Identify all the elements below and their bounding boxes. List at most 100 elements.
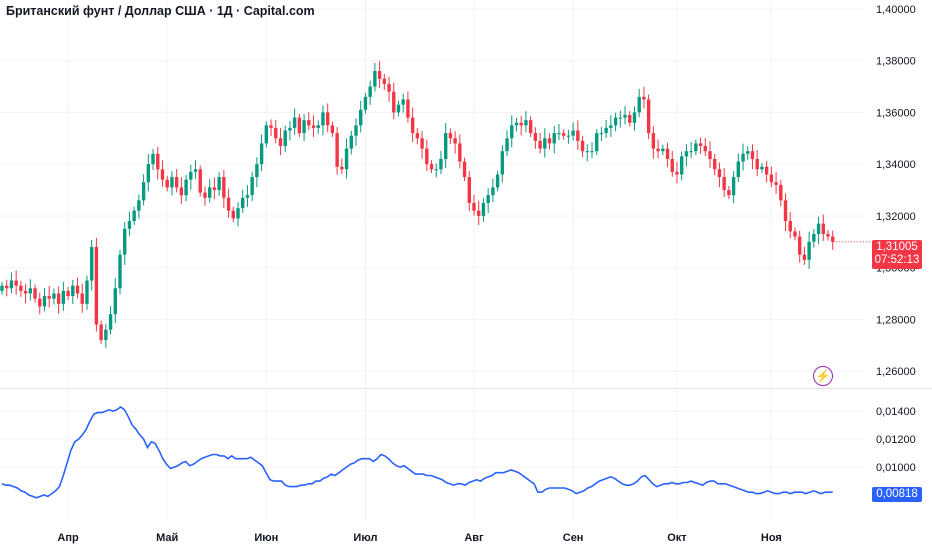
candle <box>137 194 141 219</box>
candle <box>543 128 547 158</box>
candle-body <box>727 190 731 196</box>
candle-body <box>613 117 618 126</box>
candle <box>179 177 184 205</box>
candle-body <box>0 285 4 291</box>
candle-body <box>38 298 42 307</box>
candle-body <box>519 122 523 126</box>
candle <box>510 115 514 148</box>
chart-title: Британский фунт / Доллар США · 1Д · Capi… <box>6 4 315 18</box>
candle-body <box>802 254 807 260</box>
candle-body <box>89 246 94 281</box>
candle-body <box>269 125 273 128</box>
candle <box>255 157 259 188</box>
candle-body <box>779 184 783 201</box>
candle-body <box>623 114 627 118</box>
time-tick-label: Май <box>156 532 178 544</box>
candle <box>23 283 28 304</box>
candle-body <box>368 86 372 97</box>
candle <box>363 93 368 114</box>
grid <box>0 0 932 520</box>
candle <box>420 131 424 159</box>
candle-body <box>510 125 514 139</box>
candle-body <box>552 133 556 144</box>
candle <box>335 127 339 175</box>
candle-body <box>557 133 561 135</box>
candle-body <box>47 296 51 299</box>
candle <box>165 175 169 192</box>
candle <box>538 132 542 154</box>
candle <box>9 272 14 294</box>
candle <box>713 154 717 176</box>
candle <box>689 142 693 159</box>
candle <box>47 285 51 308</box>
candle <box>89 239 94 291</box>
candle-body <box>387 83 391 92</box>
candle-body <box>566 135 571 137</box>
candle <box>269 119 273 136</box>
candle <box>764 160 769 183</box>
time-tick-label: Ноя <box>761 532 782 544</box>
candle-body <box>231 210 235 219</box>
candle-body <box>656 148 660 152</box>
candle <box>528 116 533 137</box>
candle-body <box>250 177 254 196</box>
candle-body <box>217 177 221 190</box>
candle-body <box>760 166 764 170</box>
candle <box>217 172 221 196</box>
candle <box>642 86 646 109</box>
candle <box>585 144 589 162</box>
candle <box>392 82 396 120</box>
candle-body <box>71 285 75 297</box>
candle-body <box>788 221 792 232</box>
candle-body <box>5 285 9 289</box>
candle-body <box>439 158 443 170</box>
candle-body <box>226 197 231 211</box>
candle <box>802 246 807 265</box>
candle <box>226 188 231 218</box>
indicator-axis[interactable]: 0,01400 0,01200 0,01000 <box>876 406 916 474</box>
candle <box>415 128 420 145</box>
candle <box>736 153 741 182</box>
candle-body <box>571 130 575 136</box>
time-axis[interactable]: Апр Май Июн Июл Авг Сен Окт Ноя <box>57 532 781 544</box>
candle <box>458 134 462 169</box>
candle <box>505 130 509 157</box>
candle <box>212 177 217 200</box>
candle-body <box>363 96 368 110</box>
candle-body <box>123 228 127 255</box>
candle <box>33 284 37 303</box>
candle-body <box>61 290 66 304</box>
candle <box>373 62 377 92</box>
candle <box>698 137 703 155</box>
candle-body <box>812 233 816 242</box>
price-tick-label: 1,28000 <box>876 314 916 326</box>
candle-body <box>694 143 698 152</box>
candle-body <box>425 148 429 165</box>
price-axis[interactable]: 1,400001,380001,360001,340001,320001,300… <box>876 4 916 378</box>
candle <box>477 200 481 225</box>
candle-body <box>94 246 99 325</box>
candle-body <box>661 148 665 152</box>
candle <box>684 144 689 167</box>
candle <box>826 230 830 241</box>
candle <box>675 161 679 184</box>
candle-body <box>108 314 113 330</box>
candle <box>486 188 490 214</box>
candle-body <box>33 288 37 299</box>
candle-body <box>132 210 136 222</box>
time-tick-label: Окт <box>667 532 687 544</box>
candle-body <box>637 96 641 113</box>
candle <box>127 211 132 236</box>
candle <box>250 172 254 202</box>
candle-body <box>580 140 585 152</box>
candle <box>580 135 585 158</box>
lightning-icon[interactable]: ⚡ <box>813 366 833 386</box>
candle <box>443 123 448 169</box>
candle <box>104 323 108 349</box>
candle-body <box>382 78 387 84</box>
candle-body <box>259 143 264 165</box>
candle <box>311 115 316 137</box>
time-tick-label: Сен <box>563 532 584 544</box>
candle <box>283 125 287 152</box>
